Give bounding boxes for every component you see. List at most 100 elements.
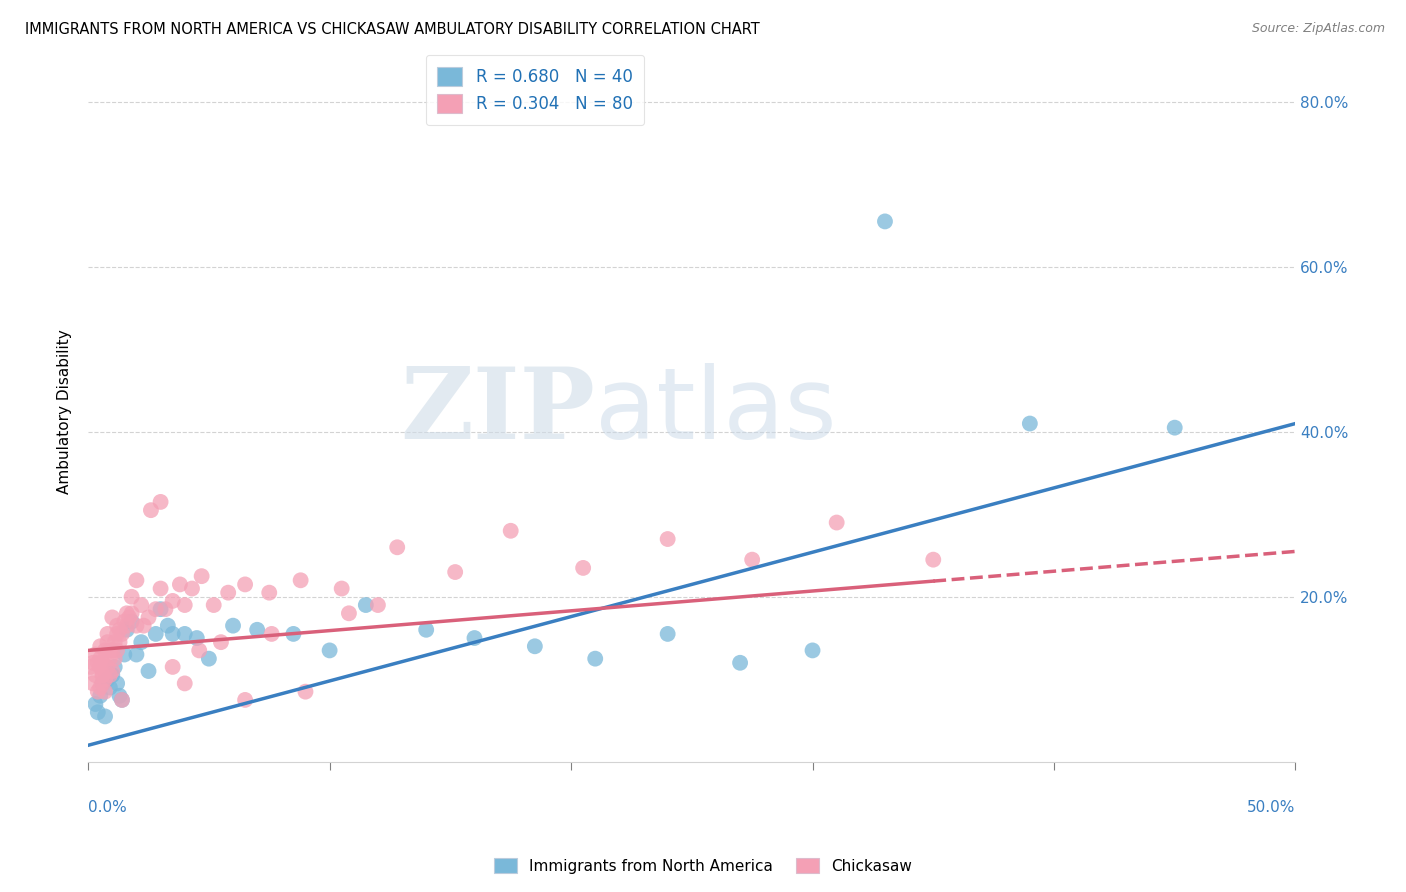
Point xyxy=(354,598,377,612)
Point xyxy=(257,585,280,599)
Point xyxy=(89,651,111,665)
Point xyxy=(91,668,114,682)
Point xyxy=(112,648,135,662)
Point xyxy=(198,651,221,665)
Point xyxy=(94,673,117,687)
Point xyxy=(108,635,131,649)
Point xyxy=(318,643,340,657)
Legend: Immigrants from North America, Chickasaw: Immigrants from North America, Chickasaw xyxy=(488,852,918,880)
Text: IMMIGRANTS FROM NORTH AMERICA VS CHICKASAW AMBULATORY DISABILITY CORRELATION CHA: IMMIGRANTS FROM NORTH AMERICA VS CHICKAS… xyxy=(25,22,761,37)
Point xyxy=(290,574,312,588)
Point xyxy=(233,693,256,707)
Point xyxy=(91,676,114,690)
Point xyxy=(94,643,117,657)
Point xyxy=(82,676,104,690)
Point xyxy=(94,684,117,698)
Point xyxy=(162,660,184,674)
Point xyxy=(96,635,118,649)
Text: ZIP: ZIP xyxy=(401,363,595,459)
Point xyxy=(330,582,353,596)
Point xyxy=(873,214,896,228)
Point xyxy=(741,552,763,566)
Point xyxy=(499,524,522,538)
Point xyxy=(825,516,848,530)
Point xyxy=(149,495,172,509)
Point xyxy=(583,651,606,665)
Point xyxy=(1164,420,1187,434)
Point xyxy=(138,664,160,678)
Point xyxy=(98,643,121,657)
Point xyxy=(96,673,118,687)
Point xyxy=(162,594,184,608)
Point xyxy=(145,627,167,641)
Point xyxy=(101,668,124,682)
Point xyxy=(129,635,152,649)
Point xyxy=(523,640,546,654)
Point xyxy=(444,565,467,579)
Point xyxy=(111,693,134,707)
Point xyxy=(121,590,143,604)
Point xyxy=(89,689,111,703)
Point xyxy=(222,618,245,632)
Point xyxy=(101,610,124,624)
Point xyxy=(156,618,179,632)
Point xyxy=(84,668,107,682)
Point xyxy=(283,627,305,641)
Point xyxy=(89,681,111,695)
Point xyxy=(111,627,134,641)
Point xyxy=(728,656,751,670)
Point xyxy=(101,643,124,657)
Point xyxy=(260,627,283,641)
Text: 50.0%: 50.0% xyxy=(1247,800,1295,815)
Point xyxy=(209,635,232,649)
Point xyxy=(105,627,128,641)
Point xyxy=(104,660,127,674)
Point xyxy=(572,561,595,575)
Point xyxy=(105,618,128,632)
Point xyxy=(96,627,118,641)
Point xyxy=(233,577,256,591)
Point xyxy=(657,627,679,641)
Point xyxy=(138,610,160,624)
Text: Source: ZipAtlas.com: Source: ZipAtlas.com xyxy=(1251,22,1385,36)
Point xyxy=(84,697,107,711)
Point xyxy=(98,668,121,682)
Point xyxy=(162,627,184,641)
Point xyxy=(129,598,152,612)
Point xyxy=(186,631,208,645)
Point xyxy=(463,631,485,645)
Point xyxy=(173,598,195,612)
Point xyxy=(91,656,114,670)
Point xyxy=(367,598,389,612)
Point xyxy=(132,618,155,632)
Point xyxy=(104,635,127,649)
Point xyxy=(104,651,127,665)
Point xyxy=(121,615,143,629)
Point xyxy=(115,618,138,632)
Point xyxy=(173,676,195,690)
Point xyxy=(84,648,107,662)
Point xyxy=(115,623,138,637)
Point xyxy=(96,660,118,674)
Point xyxy=(111,693,134,707)
Point xyxy=(246,623,269,637)
Point xyxy=(91,676,114,690)
Point xyxy=(82,656,104,670)
Point xyxy=(139,503,162,517)
Y-axis label: Ambulatory Disability: Ambulatory Disability xyxy=(58,329,72,493)
Point xyxy=(94,709,117,723)
Point xyxy=(149,602,172,616)
Point xyxy=(922,552,945,566)
Point xyxy=(87,656,110,670)
Point xyxy=(202,598,225,612)
Point xyxy=(105,643,128,657)
Point xyxy=(87,706,110,720)
Point xyxy=(115,607,138,621)
Point xyxy=(173,627,195,641)
Point xyxy=(657,532,679,546)
Point xyxy=(188,643,211,657)
Point xyxy=(125,648,148,662)
Point xyxy=(79,660,101,674)
Point xyxy=(89,640,111,654)
Point xyxy=(91,668,114,682)
